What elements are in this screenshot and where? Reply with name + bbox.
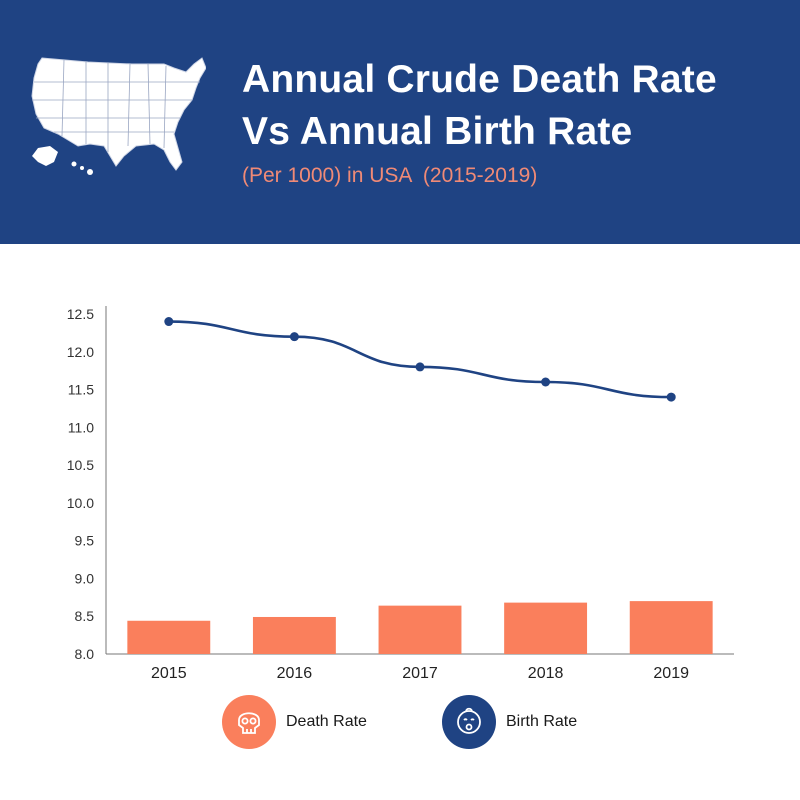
y-tick-label: 10.0 bbox=[67, 495, 94, 511]
x-tick-label: 2018 bbox=[528, 665, 564, 682]
death-rate-bar bbox=[127, 620, 211, 654]
y-tick-label: 8.0 bbox=[75, 646, 95, 662]
page-title-line2: Vs Annual Birth Rate bbox=[242, 110, 633, 153]
birth-rate-point bbox=[289, 332, 299, 342]
y-axis: 8.0 8.5 9.0 9.5 10.0 10.5 11.0 11.5 12.0 12.5 bbox=[67, 306, 107, 662]
baby-icon bbox=[442, 695, 496, 749]
birth-rate-line bbox=[164, 317, 676, 402]
x-tick-label: 2016 bbox=[277, 665, 313, 682]
y-tick-label: 12.0 bbox=[67, 344, 94, 360]
header-banner: Annual Crude Death Rate Vs Annual Birth … bbox=[0, 0, 800, 244]
death-rate-bar bbox=[378, 605, 462, 654]
y-tick-label: 12.5 bbox=[67, 306, 94, 322]
chart-area: 8.0 8.5 9.0 9.5 10.0 10.5 11.0 11.5 12.0 12.5 201… bbox=[67, 306, 734, 682]
page-subtitle: (Per 1000) in USA (2015-2019) bbox=[242, 164, 538, 187]
y-tick-label: 11.5 bbox=[68, 382, 94, 398]
death-rate-bar bbox=[504, 602, 588, 654]
x-tick-label: 2017 bbox=[402, 665, 438, 682]
death-rate-bar bbox=[252, 616, 336, 654]
death-rate-bars bbox=[127, 601, 713, 654]
legend-death-rate-label: Death Rate bbox=[286, 713, 367, 730]
birth-rate-point bbox=[541, 377, 551, 387]
birth-rate-point bbox=[666, 392, 676, 402]
legend-birth-rate-label: Birth Rate bbox=[506, 713, 578, 730]
birth-rate-point bbox=[415, 362, 425, 372]
y-tick-label: 9.0 bbox=[75, 570, 95, 586]
x-axis: 2015 2016 2017 2018 2019 bbox=[106, 653, 734, 682]
usa-map-icon bbox=[31, 57, 206, 175]
x-tick-label: 2019 bbox=[653, 665, 689, 682]
skull-icon bbox=[222, 695, 276, 749]
y-tick-label: 10.5 bbox=[67, 457, 94, 473]
y-tick-label: 8.5 bbox=[75, 608, 95, 624]
y-tick-label: 11.0 bbox=[68, 419, 94, 435]
page-title-line1: Annual Crude Death Rate bbox=[242, 58, 717, 101]
y-tick-label: 9.5 bbox=[75, 533, 95, 549]
death-rate-bar bbox=[629, 601, 713, 654]
title-block: Annual Crude Death Rate Vs Annual Birth … bbox=[242, 54, 782, 188]
birth-rate-line-path bbox=[168, 320, 672, 399]
birth-rate-point bbox=[164, 317, 174, 327]
x-tick-label: 2015 bbox=[151, 665, 187, 682]
